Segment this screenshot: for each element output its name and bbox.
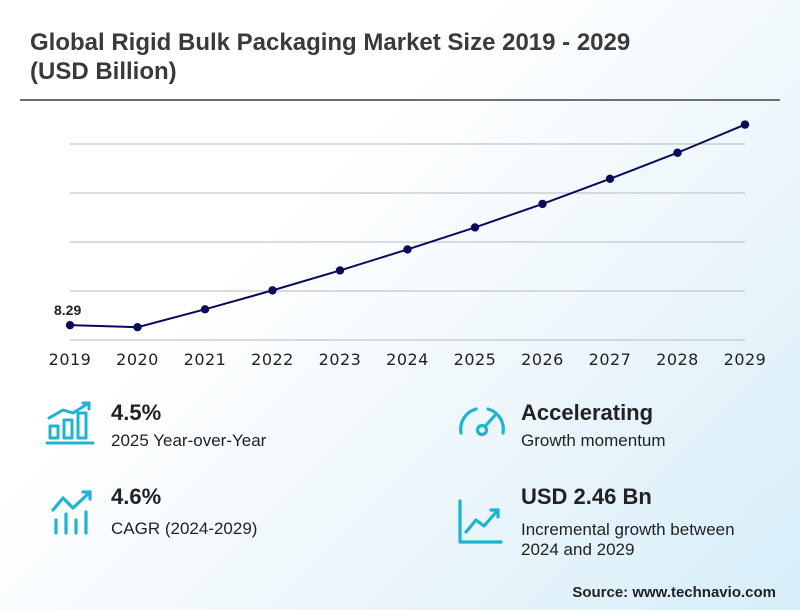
title-divider [20, 99, 780, 101]
kpi-incremental-value: USD 2.46 Bn [521, 484, 652, 509]
x-axis-ticks: 2019 2020 2021 2022 2023 2024 2025 2026 2027 2028… [49, 350, 767, 369]
data-label-2019: 8.29 [54, 302, 81, 318]
x-tick-2021: 2021 [184, 350, 227, 369]
data-point-2027 [605, 174, 615, 184]
kpi-cagr-value: 4.6% [111, 484, 162, 509]
x-tick-2028: 2028 [656, 350, 699, 369]
x-tick-2025: 2025 [454, 350, 497, 369]
data-labels: 8.29 [54, 302, 81, 318]
data-point-2021 [200, 305, 210, 314]
x-tick-2022: 2022 [251, 350, 294, 369]
trend-chart-icon [458, 499, 503, 544]
data-point-2029 [740, 120, 750, 129]
data-point-2023 [335, 266, 345, 275]
speedometer-icon [459, 407, 505, 437]
kpi-cagr-label: CAGR (2024-2029) [111, 519, 258, 538]
bar-chart-growth-icon [45, 401, 95, 445]
data-point-2019 [65, 320, 75, 330]
x-tick-2029: 2029 [724, 350, 767, 369]
x-tick-2023: 2023 [319, 350, 362, 369]
line-chart: 8.29 2019 2020 2021 2022 2023 2024 2025 2026 202… [49, 120, 767, 369]
data-points [65, 120, 750, 332]
kpi-momentum-label: Growth momentum [521, 431, 666, 450]
data-point-2022 [268, 286, 277, 295]
trend-bars-icon [51, 490, 92, 535]
x-tick-2020: 2020 [116, 350, 159, 369]
data-point-2020 [133, 323, 142, 332]
x-tick-2026: 2026 [521, 350, 564, 369]
data-point-2025 [470, 223, 480, 232]
data-point-2026 [538, 199, 547, 209]
kpi-momentum-value: Accelerating [521, 400, 654, 425]
gridlines [70, 143, 745, 341]
data-point-2028 [673, 148, 682, 157]
data-point-2024 [403, 245, 412, 254]
kpi-yoy-label: 2025 Year-over-Year [111, 431, 267, 450]
x-tick-2024: 2024 [386, 350, 429, 369]
kpi-incremental-label: Incremental growth between 2024 and 2029 [521, 520, 735, 559]
x-tick-2019: 2019 [49, 350, 92, 369]
kpi-yoy-value: 4.5% [111, 400, 162, 425]
x-tick-2027: 2027 [589, 350, 632, 369]
series-line [69, 123, 746, 329]
source-note: Source: www.technavio.com [572, 584, 776, 601]
chart-title: Global Rigid Bulk Packaging Market Size … [30, 29, 631, 85]
series-line-path [69, 123, 746, 329]
